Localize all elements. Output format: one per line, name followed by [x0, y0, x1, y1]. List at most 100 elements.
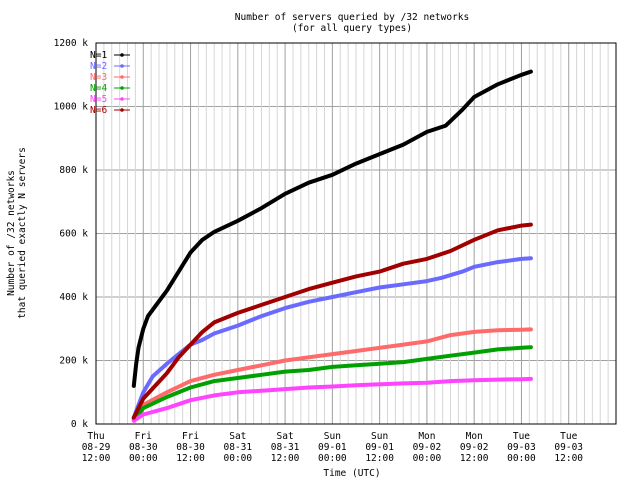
x-tick-time: 12:00 — [554, 453, 583, 464]
data-point — [529, 327, 533, 331]
data-point — [132, 419, 136, 423]
legend-marker — [120, 97, 124, 101]
data-point — [307, 300, 311, 304]
data-point — [136, 406, 141, 410]
x-tick-time: 00:00 — [318, 453, 347, 464]
data-point — [472, 95, 476, 99]
legend-label: N=6 — [90, 105, 107, 116]
data-point — [496, 377, 500, 382]
data-point — [529, 69, 533, 74]
data-point — [425, 279, 429, 283]
data-point — [259, 389, 264, 393]
x-tick-day: Fri — [182, 431, 199, 442]
data-point — [354, 349, 358, 353]
data-point — [307, 287, 311, 291]
x-tick-day: Tue — [560, 431, 577, 442]
data-point — [472, 238, 476, 242]
data-point — [519, 346, 524, 350]
legend-label: N=3 — [90, 72, 107, 83]
data-point — [283, 306, 287, 310]
data-point — [283, 358, 287, 363]
x-tick-day: Mon — [418, 431, 435, 442]
data-point — [165, 289, 169, 293]
plot-border — [95, 42, 617, 425]
y-tick-label: 1200 k — [54, 38, 89, 49]
data-point — [236, 368, 240, 372]
x-tick-time: 00:00 — [507, 453, 536, 464]
x-tick-time: 12:00 — [460, 453, 489, 464]
data-point — [472, 330, 476, 334]
data-point — [151, 374, 155, 378]
series-line — [131, 327, 533, 420]
x-tick-time: 12:00 — [82, 453, 111, 464]
y-axis-label-line1: Number of /32 networks — [6, 170, 17, 296]
data-point — [136, 346, 141, 350]
data-point — [307, 368, 311, 372]
y-axis-label: Number of /32 networks that queried exac… — [6, 147, 28, 319]
data-point — [188, 385, 193, 390]
data-point — [519, 73, 524, 77]
data-point — [354, 290, 358, 294]
legend-item: N=1 — [90, 50, 130, 61]
grid — [95, 42, 617, 425]
data-point — [153, 384, 157, 388]
x-tick-date: 09-03 — [507, 442, 536, 453]
data-point — [307, 355, 311, 359]
data-point — [425, 339, 429, 344]
x-tick-time: 12:00 — [176, 453, 205, 464]
x-tick-time: 12:00 — [271, 453, 300, 464]
legend-item: N=6 — [90, 105, 130, 116]
data-point — [212, 393, 216, 398]
data-point — [425, 381, 429, 385]
legend-label: N=2 — [90, 61, 107, 72]
y-tick-label: 600 k — [59, 229, 88, 240]
data-point — [496, 82, 500, 86]
data-point — [283, 387, 287, 391]
data-point — [141, 397, 145, 401]
series-N=5 — [131, 376, 533, 423]
data-point — [165, 371, 169, 375]
series-N=6 — [131, 222, 533, 420]
legend-item: N=3 — [90, 72, 130, 83]
x-tick-date: 08-29 — [82, 442, 111, 453]
data-point — [259, 373, 264, 377]
data-point — [401, 262, 405, 266]
legend-marker — [120, 75, 124, 79]
data-point — [259, 314, 264, 318]
data-point — [354, 162, 358, 166]
data-point — [212, 379, 216, 383]
data-point — [378, 285, 382, 290]
data-point — [259, 363, 264, 367]
data-point — [519, 223, 524, 228]
data-point — [165, 395, 169, 399]
data-point — [496, 328, 500, 332]
x-tick-date: 09-01 — [318, 442, 347, 453]
data-point — [378, 382, 382, 386]
x-tick-day: Tue — [513, 431, 530, 442]
data-point — [378, 362, 382, 366]
data-point — [519, 257, 524, 261]
series-line — [131, 376, 533, 423]
y-tick-label: 1000 k — [54, 102, 89, 113]
data-point — [472, 350, 476, 355]
legend-item: N=2 — [90, 61, 130, 72]
data-point — [212, 320, 216, 324]
data-point — [529, 256, 533, 260]
data-point — [141, 390, 145, 394]
legend-label: N=4 — [90, 83, 107, 94]
x-tick-date: 08-30 — [129, 442, 158, 453]
chart-subtitle: (for all query types) — [292, 23, 412, 34]
data-point — [448, 379, 453, 383]
data-point — [330, 173, 334, 177]
y-tick-label: 800 k — [59, 165, 88, 176]
series-N=3 — [131, 327, 533, 420]
data-point — [529, 377, 533, 381]
data-point — [529, 345, 533, 349]
data-point — [188, 398, 193, 402]
data-point — [439, 276, 443, 280]
x-tick-time: 12:00 — [365, 453, 394, 464]
data-point — [283, 295, 287, 299]
